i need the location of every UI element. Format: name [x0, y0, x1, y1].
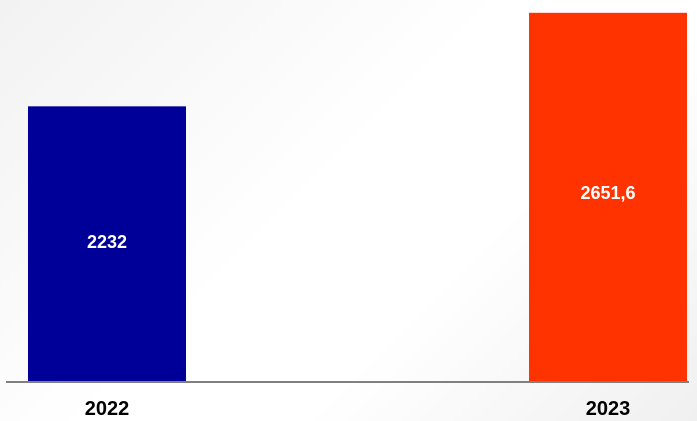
x-tick-label-2023: 2023 — [586, 398, 631, 420]
value-label-2023: 2651,6 — [580, 183, 635, 203]
bar-2022 — [28, 106, 186, 381]
value-label-2022: 2232 — [87, 232, 127, 252]
bar-2023 — [529, 12, 687, 382]
labels-group: 2232 2022 2651,6 2023 — [85, 183, 636, 420]
x-tick-label-2022: 2022 — [85, 398, 130, 420]
bars-group — [28, 12, 687, 382]
